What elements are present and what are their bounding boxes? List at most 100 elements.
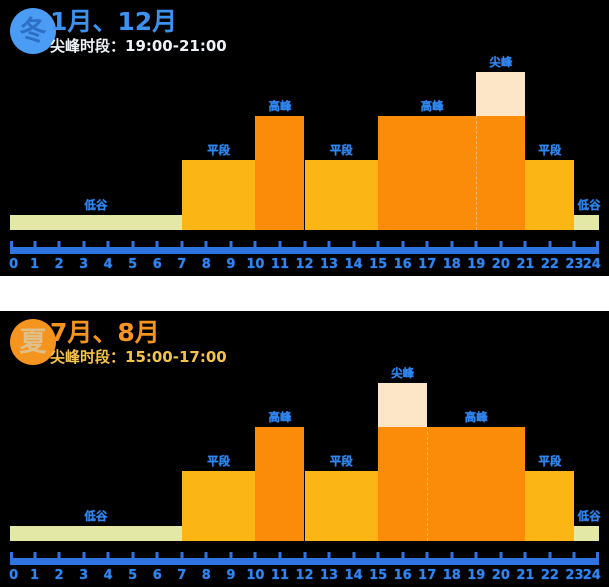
hour-label: 11 bbox=[270, 568, 289, 583]
axis-tick bbox=[572, 552, 576, 565]
hour-label: 20 bbox=[491, 257, 510, 272]
bar-label-flat: 平段 bbox=[538, 142, 562, 157]
axis-tick bbox=[155, 552, 159, 565]
bar-label-valley: 低谷 bbox=[577, 508, 601, 523]
hour-label: 20 bbox=[491, 568, 510, 583]
bar-label-valley: 低谷 bbox=[577, 197, 601, 212]
hour-label: 14 bbox=[344, 257, 363, 272]
summer-axis bbox=[10, 541, 599, 565]
bar-label-peak: 尖峰 bbox=[391, 365, 415, 380]
axis-tick bbox=[180, 241, 184, 254]
bar-valley bbox=[574, 525, 599, 541]
hour-label: 10 bbox=[246, 257, 265, 272]
hour-label: 9 bbox=[226, 257, 236, 272]
bar-flat bbox=[181, 470, 256, 541]
bar-label-peak: 尖峰 bbox=[489, 54, 513, 69]
axis-tick bbox=[57, 552, 61, 565]
bar-valley bbox=[574, 214, 599, 230]
summer-title: 7月、8月 bbox=[50, 318, 160, 347]
bar-label-high: 高峰 bbox=[420, 98, 444, 113]
hour-label: 3 bbox=[79, 568, 89, 583]
bar-label-flat: 平段 bbox=[538, 453, 562, 468]
bar-label-high: 高峰 bbox=[464, 409, 488, 424]
hour-label: 18 bbox=[442, 568, 461, 583]
axis-tick bbox=[376, 241, 380, 254]
axis-tick bbox=[401, 241, 405, 254]
axis-tick bbox=[303, 241, 306, 254]
winter-hour-labels: 0 1 2 3 4 5 6 7 8 9 10 11 12 13 14 15 16 17 18 19 20 21 22 23 24 bbox=[9, 255, 601, 275]
bar-flat bbox=[304, 470, 379, 541]
hour-label: 8 bbox=[201, 568, 211, 583]
hour-label: 22 bbox=[540, 568, 559, 583]
axis-tick bbox=[106, 552, 110, 565]
axis-tick bbox=[401, 552, 405, 565]
hour-label: 17 bbox=[418, 257, 437, 272]
hour-label: 19 bbox=[467, 257, 486, 272]
hour-label: 0 bbox=[9, 568, 19, 583]
axis-tick bbox=[229, 241, 233, 254]
bar-high bbox=[427, 426, 526, 541]
bar-label-valley: 低谷 bbox=[84, 197, 108, 212]
axis-tick bbox=[425, 241, 429, 254]
winter-header: 冬 1月、12月 尖峰时段：19:00-21:00 bbox=[0, 0, 227, 56]
hour-label: 13 bbox=[319, 257, 339, 272]
axis-tick bbox=[474, 552, 478, 565]
hour-label: 23 bbox=[565, 568, 584, 583]
hour-label: 4 bbox=[103, 257, 113, 272]
hour-label: 21 bbox=[516, 568, 535, 583]
axis-tick bbox=[82, 552, 86, 565]
winter-chart: 低谷 平段 高峰 平段 高峰 尖峰 平段 低谷 0 1 2 3 4 5 6 7 8 9 10 11 12 13 14 15 1… bbox=[0, 40, 609, 276]
panel-separator bbox=[0, 276, 609, 311]
axis-tick bbox=[155, 241, 159, 254]
axis-tick bbox=[204, 241, 208, 254]
winter-axis bbox=[10, 230, 599, 254]
axis-tick bbox=[425, 552, 429, 565]
axis-tick bbox=[548, 552, 552, 565]
bar-valley bbox=[10, 525, 182, 541]
hour-label: 5 bbox=[128, 257, 138, 272]
axis-tick bbox=[499, 241, 503, 254]
axis-tick bbox=[450, 552, 454, 565]
bar-flat bbox=[304, 159, 379, 230]
bar-segment-peak bbox=[476, 71, 526, 116]
hour-label: 1 bbox=[30, 257, 40, 272]
hour-label: 1 bbox=[30, 568, 40, 583]
axis-tick bbox=[57, 241, 61, 254]
axis-tick bbox=[253, 241, 257, 254]
axis-tick bbox=[106, 241, 110, 254]
bar-segment-peak bbox=[378, 382, 428, 427]
axis-tick bbox=[474, 241, 478, 254]
axis-tick bbox=[278, 552, 282, 565]
bar-label-flat: 平段 bbox=[329, 453, 353, 468]
hour-label: 7 bbox=[177, 257, 187, 272]
hour-label: 16 bbox=[393, 568, 412, 583]
axis-tick bbox=[303, 552, 306, 565]
bar-high bbox=[255, 115, 305, 230]
hour-label: 2 bbox=[54, 257, 64, 272]
peak-divider bbox=[476, 115, 478, 230]
bar-flat bbox=[525, 470, 575, 541]
axis-tick bbox=[523, 241, 527, 254]
hour-label: 7 bbox=[177, 568, 187, 583]
axis-tick bbox=[352, 552, 356, 565]
hour-label: 14 bbox=[344, 568, 363, 583]
bar-label-flat: 平段 bbox=[207, 142, 231, 157]
hour-label: 15 bbox=[369, 257, 388, 272]
hour-label: 6 bbox=[152, 568, 162, 583]
axis-tick bbox=[596, 241, 599, 254]
axis-tick bbox=[131, 241, 135, 254]
summer-chart: 低谷 平段 高峰 平段 尖峰 高峰 平段 低谷 0 1 2 3 4 5 6 7 8 9 10 11 12 13 14 15 1… bbox=[0, 351, 609, 587]
axis-tick bbox=[352, 241, 356, 254]
winter-season-panel: 冬 1月、12月 尖峰时段：19:00-21:00 低谷 平段 高峰 平段 高峰 尖峰 平段… bbox=[0, 0, 609, 276]
bar-flat bbox=[525, 159, 575, 230]
hour-label: 6 bbox=[152, 257, 162, 272]
summer-hour-labels: 0 1 2 3 4 5 6 7 8 9 10 11 12 13 14 15 16 17 18 19 20 21 22 23 24 bbox=[9, 566, 601, 586]
bar-label-flat: 平段 bbox=[207, 453, 231, 468]
winter-title: 1月、12月 bbox=[50, 7, 178, 36]
axis-tick bbox=[450, 241, 454, 254]
axis-tick bbox=[278, 241, 282, 254]
bar-segment-high bbox=[476, 115, 526, 230]
summer-plot-area: 低谷 平段 高峰 平段 尖峰 高峰 平段 低谷 bbox=[10, 365, 601, 541]
hour-label: 8 bbox=[201, 257, 211, 272]
winter-plot-area: 低谷 平段 高峰 平段 高峰 尖峰 平段 低谷 bbox=[10, 54, 601, 230]
